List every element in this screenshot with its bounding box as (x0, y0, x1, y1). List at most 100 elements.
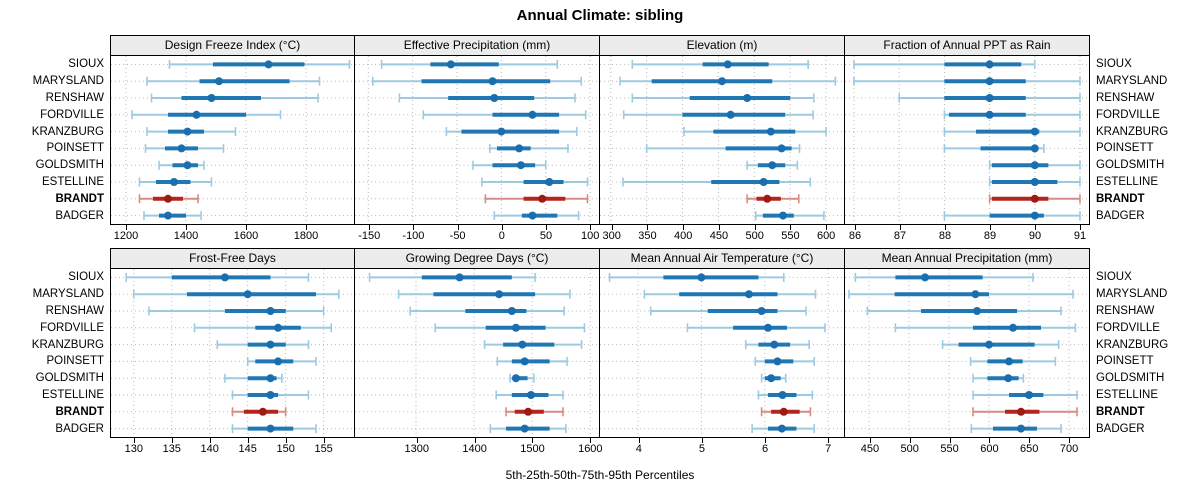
panel-strip-title: Effective Precipitation (mm) (355, 36, 599, 56)
series-row-renshaw (600, 306, 844, 316)
site-label-left-kranzburg: KRANZBURG (31, 125, 104, 138)
panel-strip-title: Fraction of Annual PPT as Rain (845, 36, 1089, 56)
series-row-poinsett (111, 143, 354, 153)
axis-tick (949, 438, 951, 443)
series-row-goldsmith (355, 373, 599, 383)
axis-tick-label: 1200 (113, 230, 139, 242)
axis-tick-label: -150 (358, 230, 381, 242)
median-dot (507, 307, 516, 315)
axis-tick (638, 438, 640, 443)
site-label-left-estelline: ESTELLINE (42, 176, 104, 188)
series-row-kranzburg (355, 127, 599, 137)
site-label-left-estelline: ESTELLINE (42, 389, 104, 401)
axis-tick-label: 500 (745, 230, 764, 242)
median-dot (264, 60, 273, 69)
median-dot (777, 424, 786, 433)
series-row-kranzburg (845, 127, 1089, 137)
series-row-marysland (600, 76, 844, 86)
site-label-left-kranzburg: KRANZBURG (31, 338, 104, 351)
median-dot (985, 94, 994, 102)
axis-tick (369, 225, 371, 230)
axis-tick-label: 0 (498, 230, 505, 242)
median-dot (515, 144, 524, 153)
axis-tick (900, 225, 901, 230)
series-row-brandt (600, 194, 844, 204)
site-label-right-badger: BADGER (1096, 422, 1145, 435)
axis-tick-label: 4 (635, 443, 642, 455)
axis-tick (532, 438, 534, 443)
series-row-poinsett (111, 356, 354, 366)
series-row-renshaw (600, 93, 844, 103)
series-row-brandt (600, 407, 844, 417)
series-row-sioux (355, 59, 599, 69)
median-dot (1024, 391, 1034, 399)
median-dot (773, 357, 782, 366)
panel-plot-area (845, 56, 1089, 224)
axis-tick (247, 438, 249, 443)
axis-tick-label: 600 (980, 443, 999, 455)
axis-tick-label: 50 (539, 230, 553, 242)
median-dot (516, 161, 525, 170)
series-row-goldsmith (845, 160, 1089, 170)
series-row-fordville (355, 323, 599, 333)
median-dot (164, 211, 172, 220)
series-row-goldsmith (111, 373, 354, 383)
axis-tick (171, 438, 173, 443)
series-row-estelline (111, 177, 354, 187)
median-dot (170, 178, 178, 186)
median-dot (1030, 127, 1039, 136)
axis-tick-label: 87 (893, 230, 907, 242)
median-dot (920, 273, 930, 282)
axis-tick-label: 100 (580, 230, 600, 242)
site-label-right-marysland: MARYSLAND (1096, 288, 1168, 301)
median-dot (520, 357, 529, 366)
site-label-right-sioux: SIOUX (1096, 58, 1132, 71)
panel-design-freeze-index-c: Design Freeze Index (°C) (110, 35, 355, 225)
axis-tick (701, 438, 703, 443)
panel-strip-title: Mean Annual Precipitation (mm) (845, 249, 1089, 269)
median-dot (778, 211, 788, 220)
median-dot (164, 194, 172, 203)
site-label-right-brandt: BRANDT (1096, 405, 1145, 418)
axis-tick-label: 91 (1073, 230, 1087, 242)
axis-tick-label: 500 (900, 443, 919, 455)
series-row-sioux (355, 272, 599, 282)
axis-tick-label: 350 (638, 230, 657, 242)
site-label-right-renshaw: RENSHAW (1096, 92, 1155, 104)
series-row-sioux (600, 272, 844, 282)
series-row-kranzburg (600, 127, 844, 137)
axis-tick-label: 145 (238, 443, 257, 455)
axis-tick (718, 225, 720, 230)
panel-strip-title: Mean Annual Air Temperature (°C) (600, 249, 844, 269)
site-label-left-goldsmith: GOLDSMITH (35, 159, 104, 172)
series-row-goldsmith (845, 373, 1089, 383)
median-dot (1030, 144, 1039, 153)
median-dot (985, 77, 994, 86)
series-row-poinsett (600, 143, 844, 153)
median-dot (1030, 194, 1039, 203)
axis-tick (826, 225, 828, 230)
panel-strip-title: Growing Degree Days (°C) (355, 249, 599, 269)
series-row-badger (845, 424, 1089, 434)
series-row-marysland (111, 289, 354, 299)
median-dot (744, 290, 753, 299)
axis-caption: 5th-25th-50th-75th-95th Percentiles (505, 468, 695, 482)
panel-frost-free-days: Frost-Free Days (110, 248, 355, 438)
median-dot (495, 290, 504, 299)
axis-tick-label: 1600 (578, 443, 603, 455)
axis-row-bottom: 130 135 140 145 150 155 1300 1400 1500 1600 4 5 6 7 45… (110, 438, 1090, 462)
median-dot (497, 127, 506, 136)
axis-tick-label: 5 (698, 443, 706, 455)
axis-tick (1035, 225, 1036, 230)
axis-tick-label: -100 (402, 230, 425, 242)
axis-tick (133, 438, 135, 443)
median-dot (717, 77, 727, 86)
series-row-renshaw (845, 93, 1089, 103)
series-row-badger (111, 424, 354, 434)
site-label-right-fordville: FORDVILLE (1096, 321, 1160, 334)
site-label-right-poinsett: POINSETT (1096, 355, 1154, 368)
axis-tick (945, 225, 946, 230)
series-row-marysland (111, 76, 354, 86)
median-dot (528, 211, 537, 220)
axis-tick-label: 86 (848, 230, 862, 242)
